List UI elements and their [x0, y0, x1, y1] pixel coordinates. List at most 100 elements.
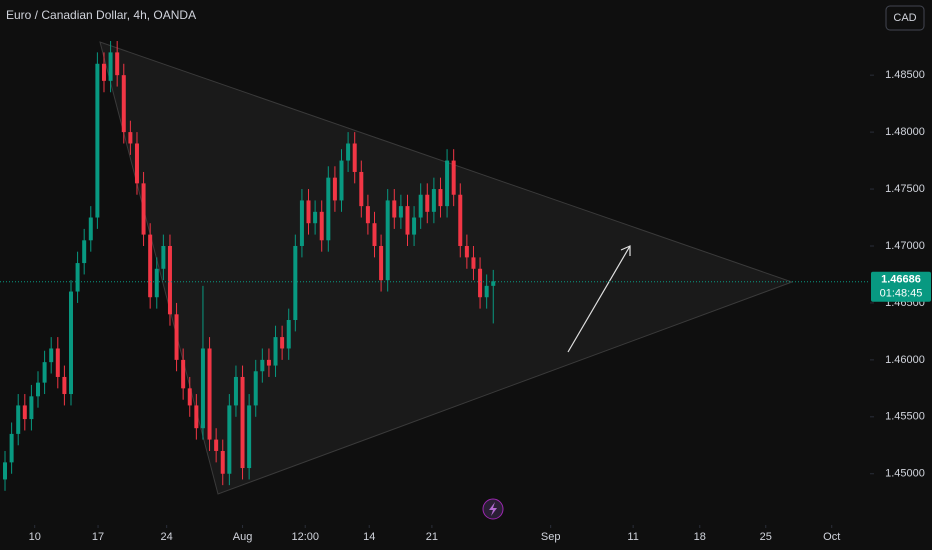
candle-body	[299, 200, 304, 246]
plot	[0, 40, 870, 491]
candle-body	[68, 291, 73, 395]
candle-body	[194, 405, 199, 429]
currency-button[interactable]	[885, 5, 925, 31]
x-tick-label: 14	[363, 531, 375, 543]
candle-body	[167, 245, 172, 315]
candle-body	[220, 450, 225, 474]
x-tick-label: 12:00	[291, 531, 319, 543]
candle-body	[273, 337, 278, 366]
candle-body	[240, 376, 245, 469]
x-tick-label: 24	[161, 531, 173, 543]
candle-body	[101, 63, 106, 81]
currency-label[interactable]: CAD	[893, 12, 916, 24]
candle-body	[134, 143, 139, 184]
candle-body	[16, 405, 21, 434]
candle-body	[445, 160, 450, 207]
candle-body	[75, 263, 80, 292]
candle-body	[154, 268, 159, 298]
y-tick-label: 1.47500	[885, 183, 925, 195]
candle-body	[148, 234, 153, 298]
candle-body	[9, 433, 14, 463]
candle-body	[339, 160, 344, 201]
candle-body	[385, 200, 390, 281]
candle-body	[82, 240, 87, 264]
candle-body	[484, 285, 489, 298]
candle-body	[352, 143, 357, 172]
candle-body	[326, 177, 331, 241]
y-tick-label: 1.48500	[885, 69, 925, 81]
candle-body	[181, 359, 186, 389]
y-tick-label: 1.46000	[885, 354, 925, 366]
candle-body	[36, 382, 41, 397]
candle-body	[418, 194, 423, 218]
x-tick-label: Oct	[823, 531, 840, 543]
candle-body	[306, 200, 311, 224]
arrow-head	[620, 245, 631, 256]
y-tick-label: 1.45000	[885, 468, 925, 480]
arrow	[567, 245, 631, 353]
candle-body	[55, 348, 60, 377]
x-tick-label: Aug	[233, 531, 253, 543]
candle-body	[293, 245, 298, 321]
candle-body	[3, 462, 8, 480]
candle-body	[458, 194, 463, 246]
candle-body	[359, 171, 364, 207]
candle-body	[95, 63, 100, 218]
candle-body	[174, 314, 179, 360]
candle-body	[491, 281, 496, 286]
candle-body	[62, 376, 67, 395]
candle-body	[49, 348, 54, 363]
candle-body	[464, 245, 469, 258]
candle-body	[346, 143, 351, 161]
candle-body	[253, 371, 258, 406]
candle-body	[372, 223, 377, 246]
candle-body	[88, 217, 93, 241]
candle-body	[438, 189, 443, 207]
candle-body	[398, 206, 403, 218]
candle-body	[247, 405, 252, 469]
candle-body	[115, 52, 120, 76]
y-tick-label: 1.48000	[885, 126, 925, 138]
candle-body	[478, 268, 483, 298]
candle-body	[141, 183, 146, 235]
candle-body	[286, 320, 291, 349]
x-tick-label: 21	[426, 531, 438, 543]
candle-body	[313, 211, 318, 224]
candle-body	[187, 388, 192, 406]
candle-body	[405, 206, 410, 235]
candle-body	[121, 75, 126, 133]
candle-body	[128, 132, 133, 144]
candle-body	[379, 245, 384, 281]
y-tick-label: 1.45500	[885, 411, 925, 423]
x-tick-label: 25	[760, 531, 772, 543]
chart-title: Euro / Canadian Dollar, 4h, OANDA	[6, 8, 196, 22]
candle-body	[431, 189, 436, 212]
candle-body	[22, 405, 27, 420]
x-tick-label: 10	[29, 531, 41, 543]
x-tick-label: 11	[627, 531, 638, 543]
candle-body	[451, 160, 456, 195]
x-tick-label: Sep	[541, 531, 561, 543]
candle-body	[392, 200, 397, 218]
candle-body	[42, 362, 47, 383]
last-price-badge	[871, 271, 931, 302]
candle-body	[471, 257, 476, 269]
y-tick-label: 1.47000	[885, 240, 925, 252]
candle-body	[161, 245, 166, 269]
event-bolt	[489, 502, 497, 516]
candle-body	[365, 206, 370, 224]
candle-body	[425, 194, 430, 212]
candle-body	[29, 396, 34, 420]
countdown-label: 01:48:45	[880, 288, 923, 300]
candle-body	[227, 405, 232, 474]
candle-body	[214, 439, 219, 451]
candle-body	[260, 359, 265, 372]
candle-body	[233, 376, 238, 406]
candle-body	[332, 177, 337, 201]
candle-body	[207, 348, 212, 440]
axes: 1.450001.455001.460001.465001.470001.475…	[29, 69, 931, 543]
x-tick-label: 17	[92, 531, 104, 543]
candle-body	[280, 337, 285, 349]
